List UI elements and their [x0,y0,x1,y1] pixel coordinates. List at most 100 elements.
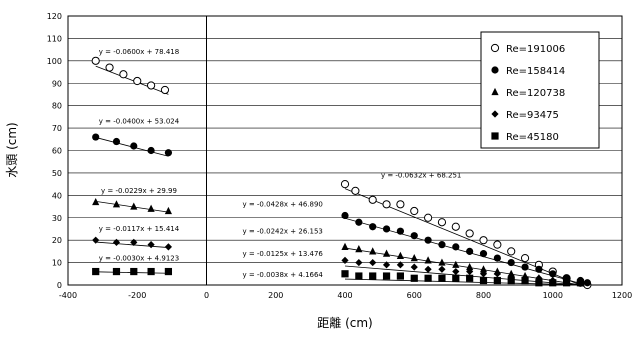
y-tick-label: 120 [47,12,62,21]
data-point [465,229,474,238]
y-tick-label: 70 [52,124,62,133]
y-tick-label: 80 [52,102,62,111]
data-point [341,256,349,264]
trendline-equation-label: y = -0.0117x + 15.414 [99,225,180,233]
trendline-equation-label: y = -0.0125x + 13.476 [242,250,323,258]
legend-marker [490,43,500,53]
data-point [355,218,363,226]
legend-label: Re=93475 [506,110,559,121]
data-point [355,272,363,280]
data-point [164,267,173,276]
data-point [451,222,460,231]
data-point [147,204,155,212]
data-point [160,85,170,95]
data-point [147,81,156,90]
data-point [410,232,418,240]
data-point [466,274,474,282]
data-point [92,133,100,141]
trendline-equation-label: y = -0.0600x + 78.418 [99,48,179,56]
x-tick-label: 400 [337,291,352,300]
data-point [520,254,530,263]
annotation-layer: y = -0.0600x + 78.418 y = -0.0400x + 53.0… [99,48,462,279]
data-point [507,258,515,267]
data-point [493,276,501,285]
data-point [369,247,377,255]
y-tick-label: 20 [52,236,62,245]
data-point [112,137,121,146]
data-point [410,274,418,282]
data-point [91,56,100,65]
y-tick-label: 10 [52,259,62,268]
data-point [340,180,350,189]
data-point [382,200,391,209]
data-point [424,265,432,273]
data-point [493,254,501,262]
trendline-equation-label: y = -0.0030x + 4.9123 [99,254,179,262]
data-point [507,276,515,285]
data-point [466,262,474,271]
data-point [119,70,128,79]
data-point [105,63,114,72]
x-tick-label: -200 [128,291,146,300]
data-point [493,270,501,278]
data-point [452,260,460,268]
legend: Re=191006 Re=158414 Re=120738 Re=93475 Re=45… [480,31,600,149]
data-point [410,254,418,262]
data-point [507,247,516,256]
data-point [396,261,404,269]
trendline-equation-label: y = -0.0229x + 29.99 [101,187,177,195]
x-tick-label: 800 [476,291,491,300]
data-point [424,274,432,282]
data-point [535,265,543,273]
data-point [396,200,405,209]
trendline [95,241,169,248]
point-layer [91,56,592,290]
data-point [382,261,391,269]
data-point [341,270,349,278]
x-tick-label: 1200 [612,291,632,300]
data-point [112,238,121,247]
data-point [466,247,474,255]
data-point [164,206,173,215]
data-point [452,274,460,282]
data-point [410,263,418,271]
data-point [479,276,488,285]
data-point [424,256,432,264]
data-point [521,276,529,285]
x-tick-label: 200 [268,291,283,300]
data-point [438,265,446,273]
data-point [382,272,391,280]
y-tick-label: 30 [52,214,62,223]
legend-box [480,31,600,149]
data-point [452,267,460,276]
data-point [493,240,502,249]
legend-marker [491,87,499,96]
data-point [452,243,460,251]
trendline-equation-label: y = -0.0632x + 68.251 [381,171,461,179]
data-point [147,146,155,155]
data-point [133,76,142,86]
data-point [130,238,138,247]
data-point [92,197,100,206]
data-point [112,267,121,276]
data-point [437,218,447,227]
data-point [355,258,363,267]
data-point [92,236,100,244]
data-point [396,227,404,235]
y-tick-label: 40 [52,191,62,200]
data-point [92,267,100,276]
data-point [382,249,391,257]
data-point [164,149,173,157]
data-point [369,223,377,231]
data-point [563,279,571,287]
data-point [130,202,138,210]
legend-label: Re=120738 [506,88,565,99]
data-point [341,242,349,250]
x-tick-label: 0 [204,291,209,300]
legend-marker [491,110,499,118]
data-point [535,274,543,282]
data-point [424,236,432,244]
x-tick-label: 600 [407,291,422,300]
data-point [479,265,488,273]
